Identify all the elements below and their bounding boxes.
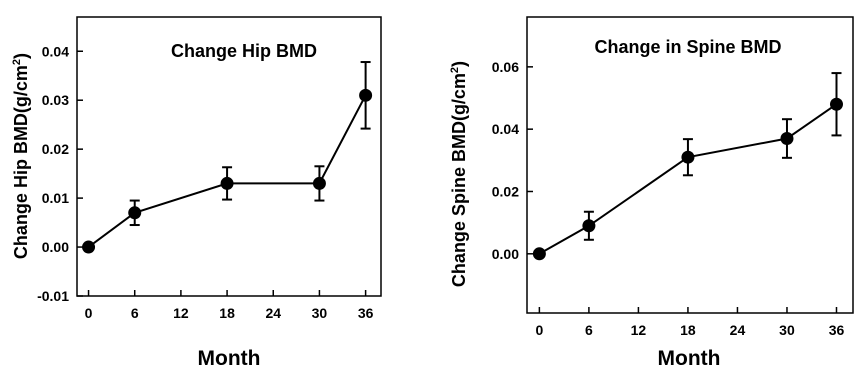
x-tick-label: 30 (312, 305, 328, 321)
x-tick-label: 24 (265, 305, 281, 321)
data-point (128, 206, 142, 220)
y-tick-label: 0.00 (42, 239, 69, 255)
y-tick-label: 0.02 (42, 141, 69, 157)
x-tick-label: 0 (85, 305, 93, 321)
y-axis-label-superscript: 2 (11, 59, 23, 65)
x-tick-label: 6 (131, 305, 139, 321)
y-axis-label-superscript: 2 (449, 67, 461, 73)
y-tick-label: -0.01 (37, 288, 69, 304)
y-axis-label-main: Change Hip BMD(g/cm (11, 65, 31, 259)
plot-frame (76, 16, 382, 297)
hip-bmd-chart: Change Hip BMD Month Change Hip BMD(g/cm… (11, 16, 382, 370)
x-tick-label: 30 (779, 322, 795, 338)
spine-bmd-chart: Change in Spine BMD Month Change Spine B… (449, 16, 854, 370)
x-tick-label: 36 (829, 322, 845, 338)
data-point (780, 132, 794, 146)
x-tick-label: 18 (219, 305, 235, 321)
y-axis-label-end: ) (449, 61, 469, 67)
x-tick-label: 18 (680, 322, 696, 338)
chart-title: Change in Spine BMD (594, 37, 781, 57)
y-tick-label: 0.03 (42, 92, 69, 108)
y-axis-label: Change Spine BMD(g/cm2) (449, 61, 469, 287)
y-tick-label: 0.04 (42, 43, 69, 59)
axis-ticks: 0 6 12 18 24 30 36 0.00 0.02 0.04 0.06 (492, 59, 845, 338)
data-marks (532, 72, 843, 261)
data-point (829, 97, 843, 111)
data-point (359, 88, 373, 102)
plot-frame (526, 16, 854, 314)
y-tick-label: 0.04 (492, 121, 519, 137)
x-tick-label: 12 (631, 322, 647, 338)
axis-ticks: 0 6 12 18 24 30 36 -0.01 0.00 0.01 0.02 0.03 0.04 (37, 43, 374, 321)
data-marks (82, 61, 373, 254)
y-tick-label: 0.06 (492, 59, 519, 75)
x-tick-label: 12 (173, 305, 189, 321)
x-axis-label: Month (198, 347, 261, 370)
series-line (538, 103, 838, 255)
x-tick-label: 0 (535, 322, 543, 338)
y-axis-label: Change Hip BMD(g/cm2) (11, 53, 31, 259)
data-point (681, 150, 695, 164)
data-point (582, 219, 596, 233)
x-tick-label: 6 (585, 322, 593, 338)
data-point (220, 176, 234, 190)
x-tick-label: 24 (730, 322, 746, 338)
data-point (82, 240, 96, 254)
y-tick-label: 0.00 (492, 246, 519, 262)
x-axis-label: Month (658, 347, 721, 370)
y-tick-label: 0.02 (492, 183, 519, 199)
x-tick-label: 36 (358, 305, 374, 321)
data-point (312, 176, 326, 190)
data-point (532, 247, 546, 261)
chart-title: Change Hip BMD (171, 41, 317, 61)
y-axis-label-end: ) (11, 53, 31, 59)
y-axis-label-main: Change Spine BMD(g/cm (449, 73, 469, 287)
y-tick-label: 0.01 (42, 190, 69, 206)
